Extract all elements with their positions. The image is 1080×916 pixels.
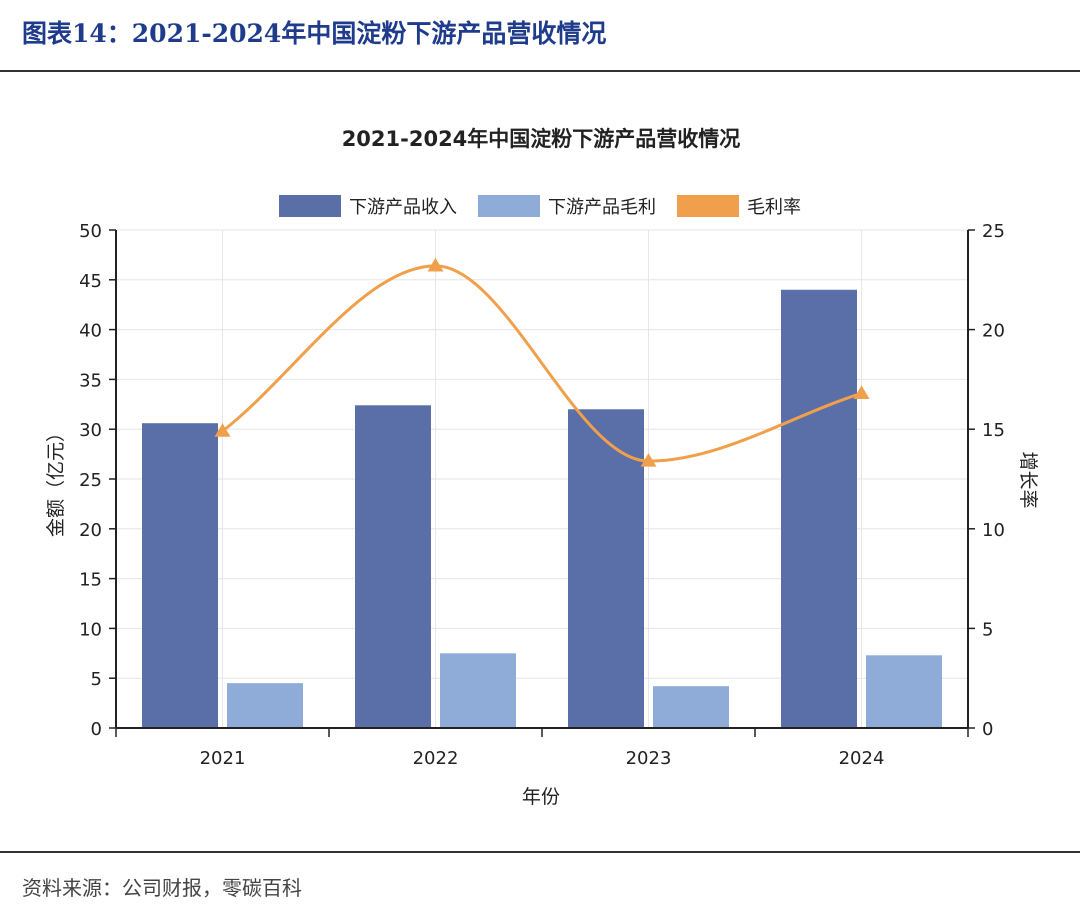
y2-tick-label: 25 [982,221,1005,242]
line-series [214,257,870,467]
legend-swatch [478,195,540,217]
x-tick-label: 2021 [200,748,246,769]
bar-gross-profit [653,686,729,728]
legend: 下游产品收入 下游产品毛利 毛利率 [279,195,801,218]
bar-revenue [355,405,431,728]
y2-axis-label: 增长率 [1017,451,1039,508]
figure-caption: 图表14：2021-2024年中国淀粉下游产品营收情况 [22,19,607,48]
legend-label: 毛利率 [747,197,801,218]
bar-revenue [142,423,218,728]
y-tick-label: 25 [79,470,102,491]
y2-tick-label: 15 [982,420,1005,441]
margin-rate-point [427,257,444,272]
x-axis-label: 年份 [522,786,560,808]
bar-revenue [568,409,644,728]
y-tick-label: 20 [79,520,102,541]
y-tick-label: 5 [91,669,102,690]
source-note: 资料来源：公司财报，零碳百科 [22,876,302,900]
axis-labels: 2021-2024年中国淀粉下游产品营收情况 年份 金额（亿元） 增长率 [45,127,1039,808]
top-rule [0,70,1080,72]
legend-label: 下游产品毛利 [548,197,656,218]
bar-gross-profit [866,655,942,728]
legend-swatch [279,195,341,217]
y-tick-label: 45 [79,271,102,292]
y-tick-label: 40 [79,321,102,342]
y-axis-label: 金额（亿元） [45,423,67,537]
x-tick-label: 2023 [626,748,672,769]
y-tick-label: 15 [79,570,102,591]
y2-tick-label: 20 [982,321,1005,342]
y2-tick-label: 5 [982,619,993,640]
chart-title: 2021-2024年中国淀粉下游产品营收情况 [342,127,741,151]
bars [142,289,942,728]
bottom-rule [0,851,1080,853]
y-tick-label: 50 [79,221,102,242]
margin-rate-point [214,423,231,437]
margin-rate-point [640,453,657,467]
y2-tick-label: 10 [982,520,1005,541]
margin-rate-point [853,385,870,399]
x-tick-label: 2024 [839,748,885,769]
x-tick-label: 2022 [413,748,459,769]
legend-label: 下游产品收入 [349,197,457,218]
y-tick-label: 35 [79,370,102,391]
legend-swatch [677,195,739,217]
y-tick-label: 10 [79,619,102,640]
y2-tick-label: 0 [982,719,993,740]
y-tick-label: 0 [91,719,102,740]
axes: 0 5 10 15 20 25 30 35 40 45 50 0 5 10 15 20 25 2021 2022 20… [79,221,1005,769]
bar-gross-profit [227,683,303,728]
bar-revenue [781,289,857,728]
margin-rate-line [221,264,862,463]
bar-gross-profit [440,653,516,728]
y-tick-label: 30 [79,420,102,441]
